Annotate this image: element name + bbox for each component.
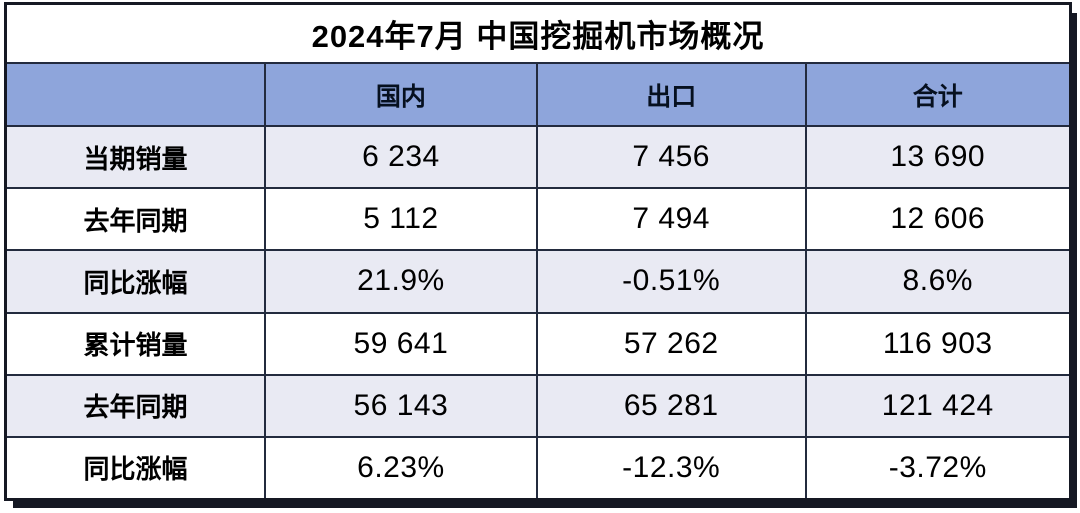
table-row: 当期销量 6 234 7 456 13 690 [7, 125, 1069, 188]
cell-domestic: 6.23% [264, 437, 536, 499]
header-cell-empty [7, 64, 264, 125]
header-cell-domestic: 国内 [264, 64, 536, 125]
table-row: 去年同期 5 112 7 494 12 606 [7, 187, 1069, 250]
row-label: 去年同期 [83, 392, 188, 423]
cell-total: -3.72% [804, 437, 1069, 499]
header-cell-export: 出口 [535, 64, 805, 125]
cell-total: 12 606 [804, 189, 1069, 250]
cell-total: 13 690 [804, 127, 1069, 188]
cell-total: 116 903 [804, 313, 1069, 374]
cell-export: 7 456 [535, 127, 805, 188]
row-label: 累计销量 [83, 330, 188, 361]
row-label: 当期销量 [83, 143, 188, 174]
cell-export: -12.3% [535, 437, 805, 499]
row-label: 同比涨幅 [83, 454, 188, 485]
page-title: 2024年7月 中国挖掘机市场概况 [7, 5, 1069, 62]
cell-export: 65 281 [535, 375, 805, 436]
header-cell-total: 合计 [804, 64, 1069, 125]
cell-domestic: 59 641 [264, 313, 536, 374]
cell-export: 57 262 [535, 313, 805, 374]
cell-export: 7 494 [535, 189, 805, 250]
row-label: 同比涨幅 [83, 267, 188, 298]
cell-domestic: 21.9% [264, 251, 536, 312]
cell-total: 8.6% [804, 251, 1069, 312]
market-table: 国内 出口 合计 当期销量 6 234 7 456 13 690 去年同期 5 … [7, 62, 1069, 499]
table-row: 累计销量 59 641 57 262 116 903 [7, 311, 1069, 374]
cell-domestic: 5 112 [264, 189, 536, 250]
cell-domestic: 6 234 [264, 127, 536, 188]
market-overview-card: 2024年7月 中国挖掘机市场概况 国内 出口 合计 当期销量 6 234 7 … [4, 2, 1072, 501]
cell-total: 121 424 [804, 375, 1069, 436]
row-label: 去年同期 [83, 205, 188, 236]
cell-export: -0.51% [535, 251, 805, 312]
table-row: 去年同期 56 143 65 281 121 424 [7, 373, 1069, 436]
table-row: 同比涨幅 6.23% -12.3% -3.72% [7, 435, 1069, 499]
table-row: 同比涨幅 21.9% -0.51% 8.6% [7, 249, 1069, 312]
table-header-row: 国内 出口 合计 [7, 62, 1069, 125]
cell-domestic: 56 143 [264, 375, 536, 436]
